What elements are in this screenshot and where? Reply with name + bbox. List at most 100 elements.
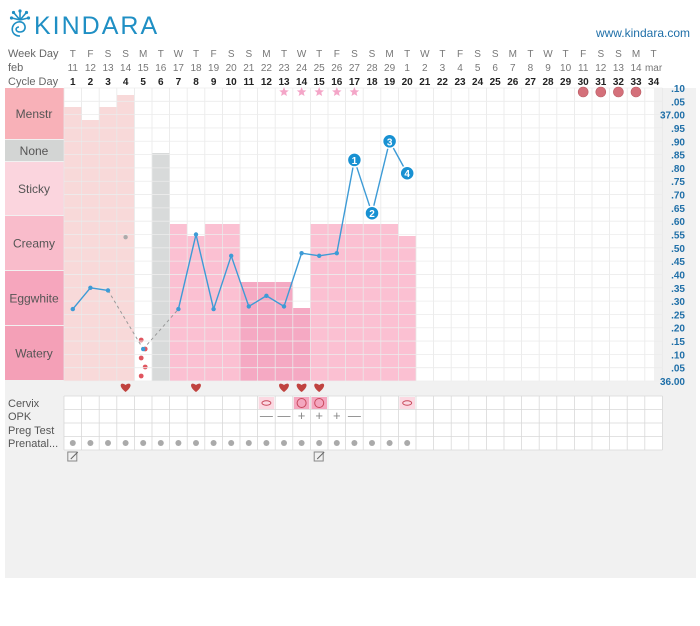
prenatal-dot bbox=[69, 440, 76, 446]
cycle-day-label: 12 bbox=[261, 77, 273, 88]
prenatal-dot bbox=[122, 440, 129, 446]
temp-tick-label: .60 bbox=[671, 217, 685, 228]
fluid-band-menstr bbox=[5, 88, 64, 139]
date-label: 2 bbox=[422, 63, 428, 74]
spotting-dot bbox=[138, 337, 144, 343]
date-label: 20 bbox=[226, 63, 238, 74]
date-label: 13 bbox=[102, 63, 114, 74]
cervix-closed-icon bbox=[402, 400, 413, 406]
fluid-bar bbox=[398, 236, 416, 381]
prenatal-dot bbox=[369, 440, 375, 446]
fluid-label-none: None bbox=[20, 144, 49, 158]
week-day-label: F bbox=[334, 49, 340, 60]
cervix-cell bbox=[258, 397, 275, 409]
temperature-point bbox=[281, 304, 287, 309]
intercourse-heart-icon bbox=[279, 383, 289, 392]
new-cycle-dot bbox=[577, 86, 589, 98]
cycle-day-label: 33 bbox=[630, 77, 642, 88]
intercourse-heart-icon bbox=[191, 383, 201, 392]
fluid-label-watery: Watery bbox=[15, 347, 53, 361]
temp-tick-label: .15 bbox=[671, 337, 685, 348]
fluid-bar bbox=[363, 224, 381, 381]
temperature-line bbox=[353, 159, 373, 214]
fluid-bar bbox=[187, 236, 205, 381]
menstruation-bar bbox=[99, 107, 117, 381]
fluid-bar bbox=[380, 224, 399, 381]
temperature-point bbox=[123, 234, 128, 240]
date-label: 10 bbox=[560, 63, 572, 74]
intercourse-heart-icon bbox=[120, 383, 131, 392]
temp-tick-label: .40 bbox=[671, 270, 685, 281]
date-label: 29 bbox=[384, 63, 396, 74]
temperature-line bbox=[230, 255, 250, 307]
week-day-label: T bbox=[563, 49, 569, 60]
note-icon bbox=[67, 451, 78, 462]
temperature-line bbox=[319, 252, 337, 257]
date-label: 8 bbox=[528, 63, 534, 74]
cycle-day-label: 28 bbox=[542, 77, 554, 88]
cycle-day-label: 27 bbox=[525, 77, 537, 88]
temperature-line bbox=[72, 287, 91, 310]
prenatal-dot bbox=[87, 440, 94, 446]
cycle-day-label: 17 bbox=[349, 77, 361, 88]
week-day-label: T bbox=[651, 49, 657, 60]
fluid-bar bbox=[222, 224, 240, 381]
prenatal-dot bbox=[193, 440, 199, 446]
fluid-label-sticky: Sticky bbox=[18, 182, 50, 196]
cervix-open-icon bbox=[296, 398, 307, 408]
row-label-cervix: Cervix bbox=[8, 398, 40, 410]
cycle-day-label: 13 bbox=[278, 77, 290, 88]
week-day-label: T bbox=[70, 49, 76, 60]
week-day-label: W bbox=[420, 49, 430, 60]
temperature-point bbox=[88, 285, 93, 290]
date-label: mar bbox=[645, 63, 663, 74]
date-label: 23 bbox=[278, 63, 290, 74]
prenatal-dot bbox=[316, 440, 323, 446]
cycle-day-label: 15 bbox=[314, 77, 326, 88]
note-icon-pen bbox=[70, 451, 79, 460]
prenatal-dot bbox=[351, 440, 358, 446]
cycle-day-label: 22 bbox=[437, 77, 449, 88]
temperature-point-label: 1 bbox=[352, 156, 358, 167]
week-day-label: F bbox=[87, 49, 93, 60]
cycle-day-label: 21 bbox=[419, 77, 431, 88]
site-url-link[interactable]: www.kindara.com bbox=[595, 26, 690, 40]
temp-tick-label: .55 bbox=[671, 231, 685, 242]
cycle-day-label: 6 bbox=[158, 77, 164, 88]
cycle-day-label: 14 bbox=[296, 77, 308, 88]
fluid-bar bbox=[257, 282, 276, 381]
prenatal-dot bbox=[140, 440, 147, 446]
temperature-line bbox=[177, 234, 197, 310]
cycle-day-label: 8 bbox=[193, 77, 199, 88]
week-day-label: M bbox=[385, 49, 393, 60]
fluid-bar bbox=[152, 153, 170, 381]
date-label: 19 bbox=[208, 63, 220, 74]
prenatal-dot bbox=[263, 440, 270, 446]
week-day-label: T bbox=[527, 49, 533, 60]
cycle-day-label: 1 bbox=[70, 77, 76, 88]
fluid-bar bbox=[169, 224, 188, 381]
cycle-day-label: 20 bbox=[402, 77, 414, 88]
temperature-point bbox=[211, 306, 216, 312]
menstruation-bar bbox=[81, 120, 100, 381]
temp-tick-label: .95 bbox=[671, 124, 685, 135]
week-day-label: M bbox=[632, 49, 640, 60]
fluid-bar bbox=[204, 224, 223, 381]
temp-tick-label: .35 bbox=[671, 284, 685, 295]
date-label: 16 bbox=[155, 63, 167, 74]
week-day-label: F bbox=[457, 49, 463, 60]
date-label: 12 bbox=[85, 63, 97, 74]
temperature-point-labeled bbox=[399, 165, 415, 181]
cycle-day-label: 25 bbox=[490, 77, 502, 88]
temperature-point bbox=[176, 306, 181, 312]
spotting-dot bbox=[138, 355, 144, 361]
temp-tick-label: .70 bbox=[671, 191, 685, 202]
week-day-label: W bbox=[174, 49, 184, 60]
temperature-line bbox=[266, 295, 285, 308]
week-day-label: T bbox=[193, 49, 199, 60]
cycle-day-label: 5 bbox=[140, 77, 146, 88]
prenatal-dot bbox=[333, 440, 340, 446]
week-day-label: T bbox=[316, 49, 322, 60]
date-label: 9 bbox=[545, 63, 551, 74]
date-label: 25 bbox=[314, 63, 326, 74]
